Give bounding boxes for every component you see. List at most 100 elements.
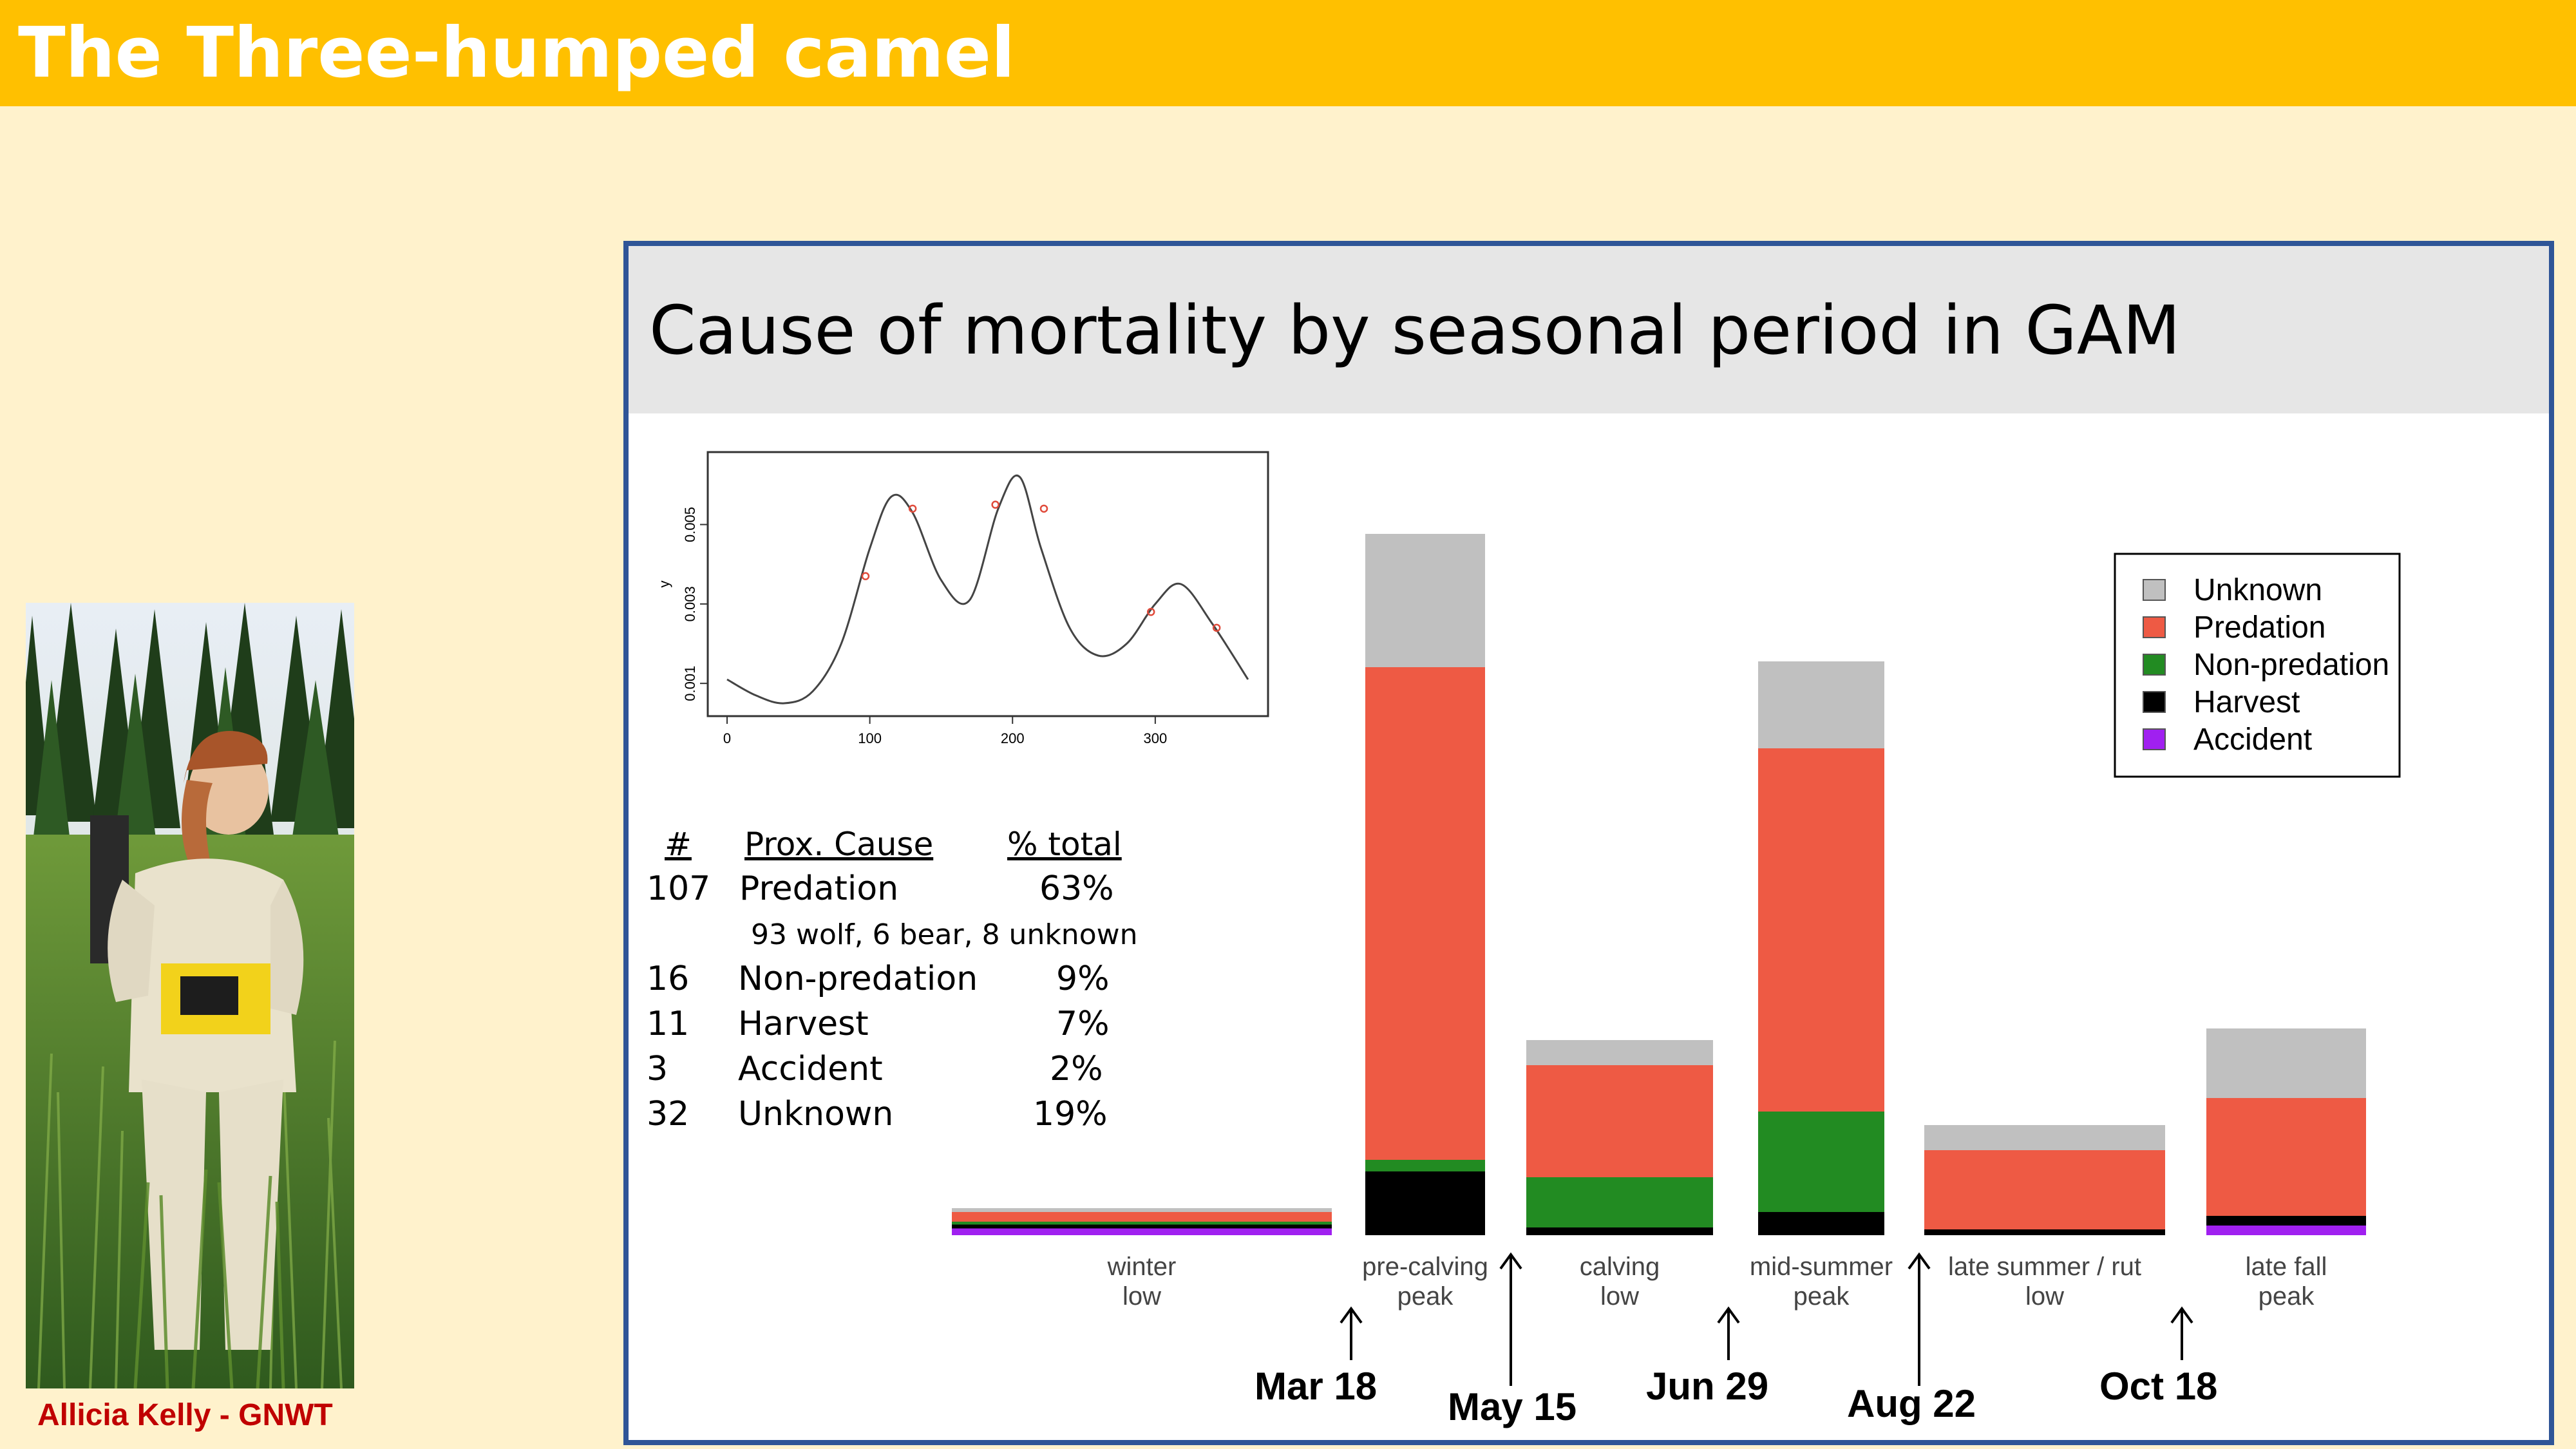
- bar-segment-predation: [1526, 1065, 1713, 1177]
- density-marker: [908, 504, 917, 513]
- category-label: peak: [2259, 1282, 2315, 1311]
- bar-segment-predation: [1924, 1150, 2165, 1229]
- inset-frame: [706, 451, 1269, 717]
- legend-label: Harvest: [2193, 685, 2300, 719]
- bar-segment-unknown: [952, 1208, 1332, 1212]
- mortality-stacked-bar-chart: winterlowpre-calvingpeakcalvinglowmid-su…: [952, 534, 2366, 1311]
- arrow-head: [1340, 1306, 1363, 1324]
- researcher-photo: [26, 603, 354, 1388]
- legend-label: Predation: [2193, 611, 2325, 645]
- bar-segment-unknown: [1526, 1040, 1713, 1065]
- bar-segment-harvest: [1526, 1227, 1713, 1235]
- mortality-panel: Cause of mortality by seasonal period in…: [623, 241, 2554, 1445]
- x-tick-label: 200: [1001, 730, 1025, 746]
- legend-swatch: [2143, 579, 2166, 601]
- y-tick-label: 0.001: [682, 666, 698, 701]
- bar-segment-unknown: [1758, 661, 1884, 748]
- table-header-cause: Prox. Cause: [744, 826, 934, 863]
- table-header-pct: % total: [1007, 826, 1122, 863]
- category-label: late summer / rut: [1948, 1253, 2141, 1281]
- x-tick-label: 100: [858, 730, 882, 746]
- bar-segment-accident: [2206, 1226, 2366, 1235]
- x-tick-label: 0: [723, 730, 731, 746]
- category-label: peak: [1397, 1282, 1454, 1311]
- panel-title: Cause of mortality by seasonal period in…: [649, 291, 2181, 370]
- y-axis-label: y: [656, 581, 672, 588]
- bar-segment-accident: [952, 1228, 1332, 1235]
- row-num: 32: [647, 1095, 690, 1133]
- category-label: mid-summer: [1750, 1253, 1893, 1281]
- legend-label: Accident: [2193, 723, 2312, 757]
- panel-header: Cause of mortality by seasonal period in…: [629, 246, 2549, 413]
- table-header-num: #: [665, 826, 692, 863]
- legend-swatch: [2143, 728, 2166, 750]
- bar-segment-unknown: [1365, 534, 1485, 667]
- density-marker: [861, 572, 870, 580]
- arrow-head: [1499, 1252, 1522, 1270]
- date-arrows: [1340, 1252, 2193, 1386]
- bar-segment-non-predation: [1365, 1160, 1485, 1171]
- row-num: 16: [647, 960, 690, 998]
- row-num: 3: [647, 1050, 668, 1088]
- bar-segment-predation: [1365, 667, 1485, 1160]
- bar-segment-unknown: [2206, 1028, 2366, 1098]
- row-pct: 63%: [1039, 869, 1114, 908]
- row-cause: Predation: [739, 869, 899, 908]
- legend-label: Unknown: [2193, 573, 2322, 607]
- bar-segment-predation: [952, 1212, 1332, 1222]
- row-pct: 2%: [1050, 1050, 1103, 1088]
- y-tick-label: 0.003: [682, 586, 698, 621]
- bar-segment-non-predation: [1526, 1177, 1713, 1227]
- legend-swatch: [2143, 654, 2166, 676]
- legend-swatch: [2143, 691, 2166, 713]
- row-cause: Non-predation: [738, 960, 978, 998]
- date-label: Jun 29: [1646, 1365, 1769, 1408]
- row-cause: Accident: [738, 1050, 883, 1088]
- bar-segment-non-predation: [1758, 1112, 1884, 1212]
- row-pct: 9%: [1056, 960, 1110, 998]
- legend-label: Non-predation: [2193, 648, 2389, 682]
- arrow-head: [2170, 1306, 2193, 1324]
- row-cause: Unknown: [738, 1095, 894, 1133]
- category-label: low: [2025, 1282, 2064, 1311]
- category-label: peak: [1794, 1282, 1850, 1311]
- bar-segment-predation: [2206, 1098, 2366, 1216]
- bar-segment-harvest: [2206, 1216, 2366, 1226]
- category-label: pre-calving: [1362, 1253, 1488, 1281]
- bar-segment-harvest: [1924, 1229, 2165, 1235]
- bar-segment-harvest: [1758, 1212, 1884, 1235]
- category-label: low: [1122, 1282, 1161, 1311]
- photo-credit: Allicia Kelly - GNWT: [37, 1398, 333, 1432]
- bar-segment-non-predation: [952, 1222, 1332, 1225]
- density-line: [726, 474, 1249, 705]
- legend-swatch: [2143, 616, 2166, 638]
- row-num: 107: [647, 869, 711, 908]
- category-label: calving: [1580, 1253, 1660, 1281]
- density-marker: [1146, 607, 1155, 616]
- density-marker: [991, 500, 999, 509]
- slide-title: The Three-humped camel: [18, 13, 1016, 93]
- date-label: Oct 18: [2099, 1365, 2218, 1408]
- bar-segment-harvest: [1365, 1171, 1485, 1235]
- date-label: Aug 22: [1847, 1382, 1976, 1425]
- bar-segment-unknown: [1924, 1125, 2165, 1150]
- row-cause: Harvest: [738, 1005, 869, 1043]
- density-line-chart: 0 100 200 300 0.001 0.003 0.005 y: [656, 451, 1269, 746]
- x-tick-label: 300: [1144, 730, 1168, 746]
- date-label: May 15: [1448, 1385, 1577, 1428]
- predation-note: 93 wolf, 6 bear, 8 unknown: [751, 918, 1138, 951]
- arrow-head: [1908, 1252, 1931, 1270]
- arrow-head: [1717, 1306, 1740, 1324]
- title-bar: The Three-humped camel: [0, 0, 2576, 106]
- category-label: late fall: [2246, 1253, 2327, 1281]
- bar-segment-harvest: [952, 1224, 1332, 1229]
- row-pct: 7%: [1056, 1005, 1110, 1043]
- category-label: winter: [1107, 1253, 1177, 1281]
- density-marker: [1212, 623, 1221, 632]
- density-marker: [1039, 504, 1048, 513]
- row-num: 11: [647, 1005, 690, 1043]
- category-label: low: [1600, 1282, 1639, 1311]
- y-tick-label: 0.005: [682, 507, 698, 542]
